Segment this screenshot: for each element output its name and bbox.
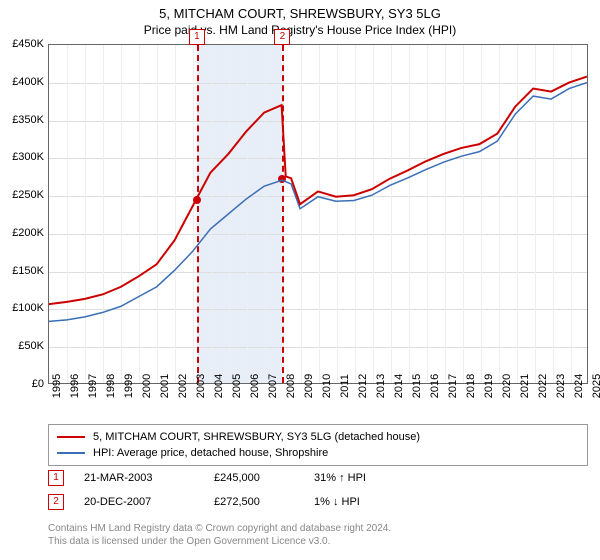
xtick-label: 2011 [339,374,351,398]
ytick-label: £350K [12,114,44,126]
sale-price-2: £272,500 [214,496,314,508]
xtick-label: 2018 [465,374,477,398]
ytick-label: £100K [12,302,44,314]
ytick-label: £300K [12,151,44,163]
xtick-label: 2010 [321,374,333,398]
xtick-label: 2004 [213,374,225,398]
sale-marker-1: 1 [48,470,64,486]
legend-swatch [57,452,85,454]
footer-line-1: Contains HM Land Registry data © Crown c… [48,522,588,535]
legend-row: HPI: Average price, detached house, Shro… [57,445,579,461]
sale-date-2: 20-DEC-2007 [84,496,214,508]
xtick-label: 2021 [519,374,531,398]
footer-line-2: This data is licensed under the Open Gov… [48,535,588,548]
ytick-label: £450K [12,38,44,50]
marker-box-2: 2 [274,29,290,45]
xtick-label: 2020 [501,374,513,398]
ytick-label: £150K [12,265,44,277]
xtick-label: 2014 [393,374,405,398]
series-line [49,77,587,305]
ytick-label: £400K [12,76,44,88]
xtick-label: 2017 [447,374,459,398]
marker-box-1: 1 [189,29,205,45]
xtick-label: 2002 [177,374,189,398]
xtick-label: 1999 [123,374,135,398]
sale-delta-1: 31% ↑ HPI [314,472,394,484]
xtick-label: 1995 [51,374,63,398]
series-svg [49,45,587,383]
legend-label: 5, MITCHAM COURT, SHREWSBURY, SY3 5LG (d… [93,431,420,443]
sale-row-1: 1 21-MAR-2003 £245,000 31% ↑ HPI [48,470,588,486]
page-subtitle: Price paid vs. HM Land Registry's House … [0,21,600,41]
legend-swatch [57,436,85,438]
xtick-label: 2001 [159,374,171,398]
sale-price-1: £245,000 [214,472,314,484]
ytick-label: £250K [12,189,44,201]
xtick-label: 2009 [303,374,315,398]
xtick-label: 2025 [591,374,600,398]
chart-plot-area: 12 [48,44,588,384]
xtick-label: 2022 [537,374,549,398]
xtick-label: 1997 [87,374,99,398]
xtick-label: 2013 [375,374,387,398]
sale-date-1: 21-MAR-2003 [84,472,214,484]
xtick-label: 2005 [231,374,243,398]
xtick-label: 2000 [141,374,153,398]
xtick-label: 2019 [483,374,495,398]
ytick-label: £50K [18,340,44,352]
xtick-label: 1996 [69,374,81,398]
sale-delta-2: 1% ↓ HPI [314,496,394,508]
xtick-label: 2003 [195,374,207,398]
xtick-label: 1998 [105,374,117,398]
legend-row: 5, MITCHAM COURT, SHREWSBURY, SY3 5LG (d… [57,429,579,445]
ytick-label: £200K [12,227,44,239]
xtick-label: 2012 [357,374,369,398]
sale-marker-2: 2 [48,494,64,510]
sale-row-2: 2 20-DEC-2007 £272,500 1% ↓ HPI [48,494,588,510]
xtick-label: 2008 [285,374,297,398]
legend-box: 5, MITCHAM COURT, SHREWSBURY, SY3 5LG (d… [48,424,588,466]
ytick-label: £0 [32,378,44,390]
xtick-label: 2007 [267,374,279,398]
xtick-label: 2015 [411,374,423,398]
xtick-label: 2016 [429,374,441,398]
xtick-label: 2024 [573,374,585,398]
page-title: 5, MITCHAM COURT, SHREWSBURY, SY3 5LG [0,0,600,21]
xtick-label: 2006 [249,374,261,398]
xtick-label: 2023 [555,374,567,398]
footer-attribution: Contains HM Land Registry data © Crown c… [48,522,588,548]
legend-label: HPI: Average price, detached house, Shro… [93,447,328,459]
